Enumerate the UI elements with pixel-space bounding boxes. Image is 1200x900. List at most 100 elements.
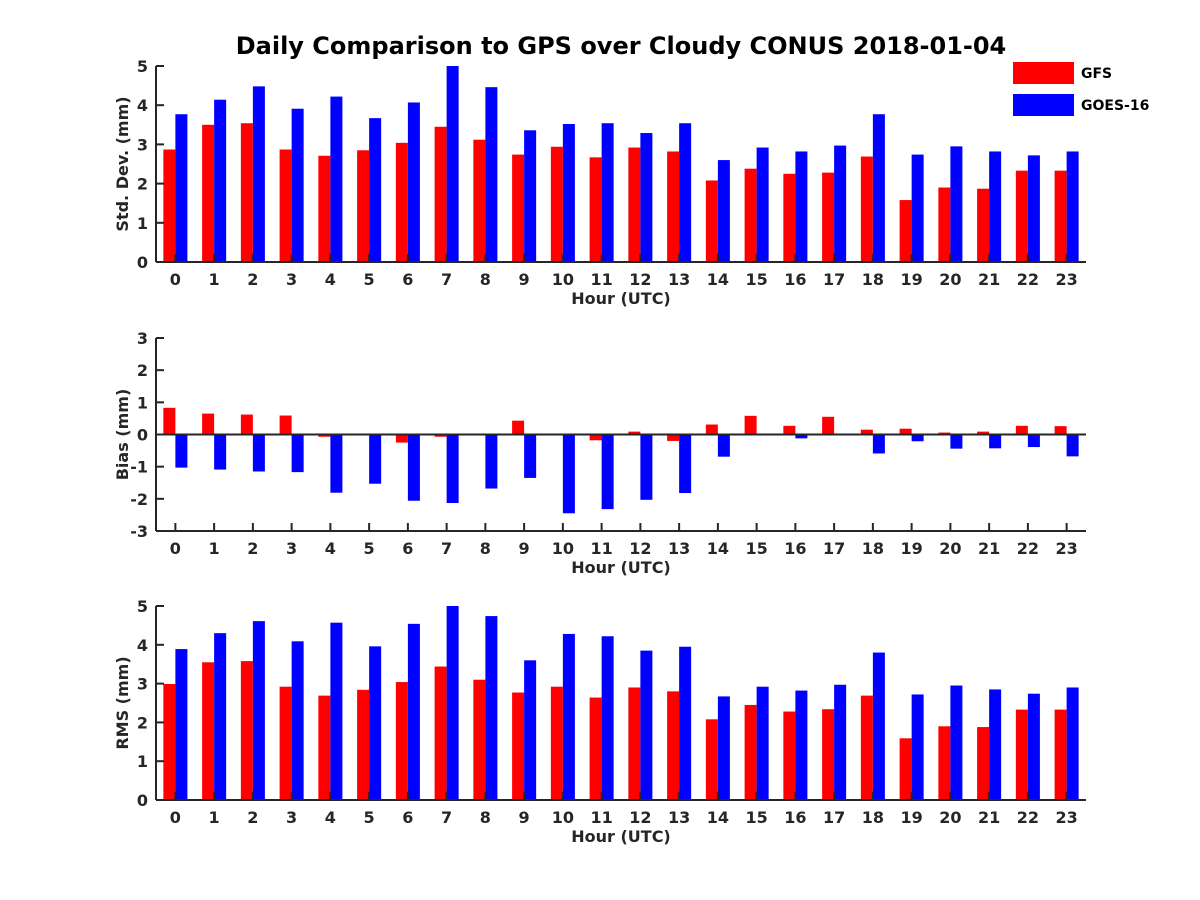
bar-gfs-9 (512, 692, 525, 800)
bar-goes-16-15 (756, 686, 769, 800)
x-tick-label: 17 (823, 270, 845, 289)
bar-gfs-16 (783, 173, 796, 262)
bar-goes-16-5 (369, 118, 382, 262)
bar-goes-16-11 (601, 636, 614, 800)
bar-gfs-8 (473, 679, 486, 800)
x-tick-label: 18 (862, 270, 884, 289)
bar-goes-16-21 (989, 689, 1002, 800)
y-tick-label: 4 (137, 636, 148, 655)
x-tick-label: 3 (286, 808, 297, 827)
bar-gfs-14 (705, 424, 718, 435)
bar-goes-16-19 (911, 694, 924, 800)
x-tick-label: 20 (939, 270, 961, 289)
legend: GFS GOES-16 (1013, 62, 1149, 116)
x-tick-label: 9 (519, 808, 530, 827)
bar-gfs-1 (202, 662, 215, 800)
bar-goes-16-11 (601, 123, 614, 262)
x-tick-label: 9 (519, 539, 530, 558)
bar-goes-16-8 (485, 87, 498, 262)
bar-gfs-3 (279, 415, 292, 435)
x-tick-label: 1 (209, 270, 220, 289)
bar-gfs-5 (357, 150, 370, 262)
bar-gfs-2 (240, 123, 253, 262)
bar-goes-16-0 (175, 434, 188, 468)
bar-gfs-23 (1054, 709, 1067, 800)
bar-gfs-15 (744, 704, 757, 800)
y-tick-label: 2 (137, 713, 148, 732)
x-tick-label: 7 (441, 808, 452, 827)
bar-gfs-19 (899, 738, 912, 800)
bar-goes-16-7 (446, 434, 459, 504)
bar-gfs-1 (202, 124, 215, 262)
x-tick-label: 22 (1017, 270, 1039, 289)
bar-goes-16-10 (562, 124, 575, 263)
bar-goes-16-14 (717, 696, 730, 800)
bar-goes-16-22 (1027, 155, 1040, 262)
bar-goes-16-16 (795, 690, 808, 800)
bar-goes-16-4 (330, 622, 343, 800)
bar-goes-16-13 (679, 646, 692, 800)
y-tick-label: 4 (137, 96, 148, 115)
x-tick-label: 2 (247, 539, 258, 558)
bar-goes-16-19 (911, 154, 924, 262)
bar-goes-16-6 (407, 623, 420, 800)
bar-goes-16-10 (562, 434, 575, 514)
x-tick-label: 17 (823, 808, 845, 827)
x-tick-label: 18 (862, 808, 884, 827)
x-tick-label: 20 (939, 539, 961, 558)
bar-goes-16-12 (640, 434, 653, 500)
bar-gfs-13 (667, 151, 680, 262)
bar-gfs-14 (705, 719, 718, 800)
bar-gfs-9 (512, 154, 525, 262)
bar-gfs-14 (705, 180, 718, 262)
bar-goes-16-22 (1027, 693, 1040, 800)
x-tick-label: 13 (668, 270, 690, 289)
bar-goes-16-22 (1027, 434, 1040, 448)
x-tick-label: 0 (170, 270, 181, 289)
y-tick-label: 2 (137, 361, 148, 380)
bar-goes-16-15 (756, 147, 769, 262)
bar-goes-16-4 (330, 434, 343, 493)
x-tick-label: 21 (978, 808, 1000, 827)
bar-gfs-18 (860, 156, 873, 262)
bar-goes-16-14 (717, 434, 730, 457)
bar-goes-16-18 (872, 652, 885, 800)
bar-gfs-11 (589, 157, 602, 262)
legend-swatch (1013, 62, 1074, 84)
x-tick-label: 12 (629, 270, 651, 289)
bar-gfs-12 (628, 147, 641, 262)
bar-gfs-10 (550, 686, 563, 800)
bar-goes-16-21 (989, 434, 1002, 449)
bar-goes-16-1 (214, 434, 227, 470)
x-tick-label: 5 (364, 539, 375, 558)
y-tick-label: -3 (130, 522, 148, 541)
bar-gfs-22 (1015, 709, 1028, 800)
bar-gfs-17 (822, 172, 835, 262)
x-tick-label: 13 (668, 539, 690, 558)
bar-goes-16-6 (407, 434, 420, 501)
x-tick-label: 23 (1055, 808, 1077, 827)
x-tick-label: 4 (325, 270, 336, 289)
x-tick-label: 16 (784, 270, 806, 289)
bar-goes-16-23 (1066, 687, 1079, 800)
x-tick-label: 20 (939, 808, 961, 827)
x-tick-label: 22 (1017, 808, 1039, 827)
bar-goes-16-18 (872, 434, 885, 454)
bar-gfs-0 (163, 149, 176, 262)
bar-goes-16-3 (291, 108, 304, 262)
x-tick-label: 2 (247, 270, 258, 289)
x-axis-label: Hour (UTC) (571, 827, 671, 846)
x-tick-label: 15 (745, 270, 767, 289)
bar-gfs-18 (860, 429, 873, 435)
bar-goes-16-19 (911, 434, 924, 442)
bar-goes-16-5 (369, 646, 382, 800)
y-tick-label: 3 (137, 135, 148, 154)
x-tick-label: 14 (707, 270, 729, 289)
bar-goes-16-9 (524, 660, 537, 800)
bar-gfs-4 (318, 434, 331, 437)
x-tick-label: 16 (784, 539, 806, 558)
bar-gfs-4 (318, 155, 331, 262)
bar-gfs-9 (512, 420, 525, 435)
bar-gfs-23 (1054, 426, 1067, 435)
